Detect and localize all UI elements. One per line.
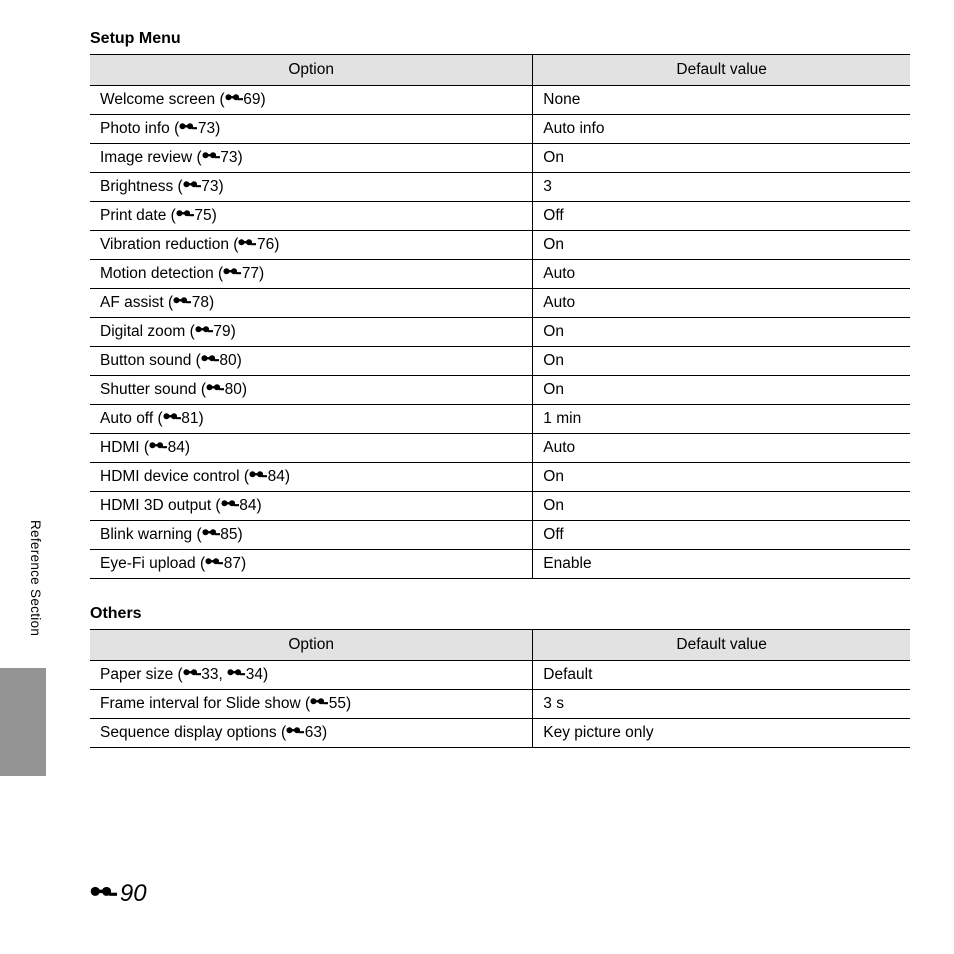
- default-value-cell: On: [533, 463, 910, 492]
- table-row: Motion detection ( 77)Auto: [90, 260, 910, 289]
- page-number: 90: [90, 880, 147, 908]
- sidebar-tab: [0, 668, 46, 776]
- option-cell: Sequence display options ( 63): [90, 719, 533, 748]
- option-cell: HDMI 3D output ( 84): [90, 492, 533, 521]
- default-value-cell: On: [533, 376, 910, 405]
- default-value-cell: Auto info: [533, 115, 910, 144]
- settings-table: Option Default value Welcome screen ( 69…: [90, 54, 910, 579]
- reference-icon: [202, 151, 221, 163]
- table-row: Vibration reduction ( 76)On: [90, 231, 910, 260]
- option-cell: Welcome screen ( 69): [90, 86, 533, 115]
- table-row: Brightness ( 73)3: [90, 173, 910, 202]
- option-cell: Frame interval for Slide show ( 55): [90, 690, 533, 719]
- table-row: Eye-Fi upload ( 87)Enable: [90, 550, 910, 579]
- sidebar-section-label: Reference Section: [28, 520, 43, 636]
- option-cell: Button sound ( 80): [90, 347, 533, 376]
- default-value-cell: Enable: [533, 550, 910, 579]
- reference-icon: [183, 668, 202, 680]
- reference-icon: [227, 668, 246, 680]
- reference-icon: [206, 383, 225, 395]
- table-row: Blink warning ( 85)Off: [90, 521, 910, 550]
- option-cell: Vibration reduction ( 76): [90, 231, 533, 260]
- table-row: Sequence display options ( 63)Key pictur…: [90, 719, 910, 748]
- reference-icon: [310, 697, 329, 709]
- table-row: Welcome screen ( 69)None: [90, 86, 910, 115]
- column-header-default: Default value: [533, 55, 910, 86]
- page-content: Setup Menu Option Default value Welcome …: [90, 30, 910, 774]
- reference-icon: [205, 557, 224, 569]
- default-value-cell: Auto: [533, 434, 910, 463]
- default-value-cell: None: [533, 86, 910, 115]
- default-value-cell: 1 min: [533, 405, 910, 434]
- reference-icon: [249, 470, 268, 482]
- option-cell: HDMI device control ( 84): [90, 463, 533, 492]
- option-cell: Image review ( 73): [90, 144, 533, 173]
- column-header-option: Option: [90, 630, 533, 661]
- option-cell: Eye-Fi upload ( 87): [90, 550, 533, 579]
- reference-icon: [238, 238, 257, 250]
- reference-icon: [163, 412, 182, 424]
- default-value-cell: On: [533, 347, 910, 376]
- default-value-cell: Default: [533, 661, 910, 690]
- column-header-option: Option: [90, 55, 533, 86]
- reference-icon: [221, 499, 240, 511]
- option-cell: Digital zoom ( 79): [90, 318, 533, 347]
- table-row: Paper size ( 33, 34)Default: [90, 661, 910, 690]
- reference-icon: [201, 354, 220, 366]
- table-row: Digital zoom ( 79)On: [90, 318, 910, 347]
- table-row: Print date ( 75)Off: [90, 202, 910, 231]
- reference-icon: [202, 528, 221, 540]
- default-value-cell: On: [533, 318, 910, 347]
- reference-icon: [223, 267, 242, 279]
- reference-icon: [176, 209, 195, 221]
- default-value-cell: On: [533, 492, 910, 521]
- option-cell: Blink warning ( 85): [90, 521, 533, 550]
- table-row: HDMI ( 84)Auto: [90, 434, 910, 463]
- table-row: Auto off ( 81)1 min: [90, 405, 910, 434]
- default-value-cell: Auto: [533, 260, 910, 289]
- reference-icon: [173, 296, 192, 308]
- default-value-cell: Auto: [533, 289, 910, 318]
- option-cell: Paper size ( 33, 34): [90, 661, 533, 690]
- default-value-cell: 3 s: [533, 690, 910, 719]
- default-value-cell: Off: [533, 202, 910, 231]
- table-row: Photo info ( 73)Auto info: [90, 115, 910, 144]
- table-row: Button sound ( 80)On: [90, 347, 910, 376]
- default-value-cell: Off: [533, 521, 910, 550]
- settings-table: Option Default value Paper size ( 33, 34…: [90, 629, 910, 748]
- option-cell: Shutter sound ( 80): [90, 376, 533, 405]
- reference-icon: [149, 441, 168, 453]
- reference-icon: [195, 325, 214, 337]
- option-cell: Photo info ( 73): [90, 115, 533, 144]
- reference-icon: [90, 885, 118, 903]
- table-row: AF assist ( 78)Auto: [90, 289, 910, 318]
- option-cell: Auto off ( 81): [90, 405, 533, 434]
- page-number-value: 90: [120, 880, 147, 908]
- table-row: Image review ( 73)On: [90, 144, 910, 173]
- table-row: HDMI 3D output ( 84)On: [90, 492, 910, 521]
- reference-icon: [225, 93, 244, 105]
- default-value-cell: On: [533, 231, 910, 260]
- table-row: HDMI device control ( 84)On: [90, 463, 910, 492]
- default-value-cell: On: [533, 144, 910, 173]
- reference-icon: [179, 122, 198, 134]
- table-row: Shutter sound ( 80)On: [90, 376, 910, 405]
- section-title: Setup Menu: [90, 30, 910, 48]
- column-header-default: Default value: [533, 630, 910, 661]
- option-cell: Brightness ( 73): [90, 173, 533, 202]
- option-cell: Motion detection ( 77): [90, 260, 533, 289]
- table-row: Frame interval for Slide show ( 55)3 s: [90, 690, 910, 719]
- option-cell: AF assist ( 78): [90, 289, 533, 318]
- option-cell: HDMI ( 84): [90, 434, 533, 463]
- default-value-cell: Key picture only: [533, 719, 910, 748]
- reference-icon: [183, 180, 202, 192]
- option-cell: Print date ( 75): [90, 202, 533, 231]
- reference-icon: [286, 726, 305, 738]
- section-title: Others: [90, 605, 910, 623]
- default-value-cell: 3: [533, 173, 910, 202]
